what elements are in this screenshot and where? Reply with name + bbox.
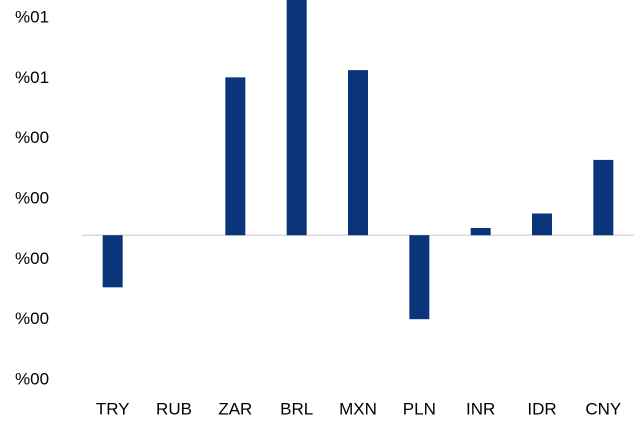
x-tick-label-idr: IDR — [527, 399, 556, 418]
x-axis-tick-labels: TRY RUB ZAR BRL MXN PLN INR IDR CNY — [96, 399, 621, 418]
x-tick-label-try: TRY — [96, 399, 130, 418]
y-tick-label: %00 — [15, 309, 49, 328]
x-tick-label-inr: INR — [466, 399, 495, 418]
bar-try — [102, 235, 123, 288]
bar-zar — [225, 77, 246, 236]
y-tick-label: %00 — [15, 249, 49, 268]
x-tick-label-cny: CNY — [585, 399, 621, 418]
bar-cny — [593, 159, 614, 236]
x-tick-label-pln: PLN — [403, 399, 436, 418]
y-tick-label: %00 — [15, 188, 49, 207]
bar-idr — [532, 213, 552, 236]
x-tick-label-brl: BRL — [280, 399, 313, 418]
bar-inr — [470, 227, 491, 236]
y-tick-label: %01 — [15, 7, 49, 26]
y-tick-label: %00 — [15, 369, 49, 388]
bar-mxn — [348, 70, 368, 236]
bar-series — [102, 0, 614, 320]
y-tick-label: %01 — [15, 68, 49, 87]
x-tick-label-mxn: MXN — [339, 399, 377, 418]
y-axis-tick-labels: %01 %01 %00 %00 %00 %00 %00 — [15, 7, 49, 388]
bar-brl — [286, 0, 307, 236]
x-tick-label-zar: ZAR — [218, 399, 252, 418]
y-tick-label: %00 — [15, 128, 49, 147]
x-tick-label-rub: RUB — [156, 399, 192, 418]
bar-pln — [409, 235, 430, 320]
